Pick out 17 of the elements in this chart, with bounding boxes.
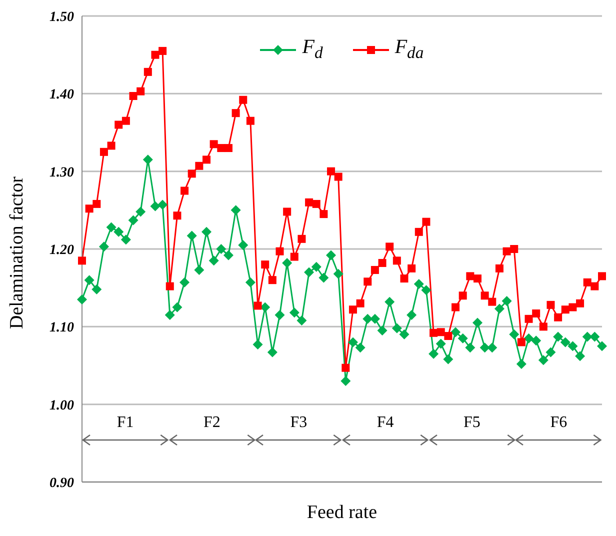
y-tick-label: 1.10 [50,320,74,336]
x-axis-title: Feed rate [306,502,378,523]
legend-label: F$_{da}$ [394,36,424,63]
y-tick-label: 1.40 [50,88,74,103]
annotation: F6 [549,414,568,432]
y-tick-label: 0.90 [50,476,74,491]
annotation: F5 [462,414,482,432]
legend-label: F$_{d}$ [302,36,323,63]
annotation: F2 [202,414,222,432]
annotation: F3 [289,414,308,432]
annotation: F4 [376,414,395,432]
y-tick-label: 1.50 [50,10,74,25]
annotation: F1 [116,414,135,432]
y-tick-label: 1.20 [50,242,74,258]
y-tick-label: 1.00 [50,398,74,414]
y-axis-title: Delamination factor [6,176,28,329]
y-tick-label: 1.30 [50,165,74,180]
